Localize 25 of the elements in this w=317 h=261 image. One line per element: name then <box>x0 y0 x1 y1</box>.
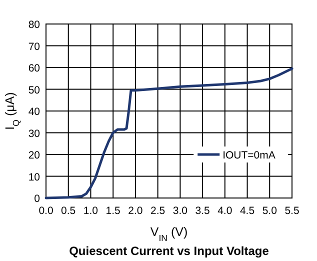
x-tick-label: 1.0 <box>83 205 98 217</box>
line-series <box>44 67 294 200</box>
x-tick-label: 0.0 <box>38 205 54 217</box>
x-tick-label: 5.5 <box>284 205 300 217</box>
x-tick-label: 2.5 <box>150 205 166 217</box>
y-tick-label: 80 <box>28 19 40 31</box>
y-tick-label: 40 <box>28 106 40 118</box>
x-tick-label: 4.5 <box>240 205 255 217</box>
x-tick-label: 4.0 <box>218 205 232 217</box>
x-axis-title: V$_{IN}$ (V) <box>150 225 188 243</box>
x-tick-label: 1.5 <box>106 205 121 217</box>
y-tick-label: 10 <box>28 171 40 184</box>
legend-label: IOUT=0mA <box>222 150 276 162</box>
x-tick-label: 2.0 <box>128 205 143 217</box>
x-tick-label: 3.0 <box>172 205 188 217</box>
y-tick-label: 70 <box>28 40 40 53</box>
y-tick-label: 20 <box>28 150 40 162</box>
x-tick-label: 5.0 <box>262 205 278 217</box>
y-tick-label: 60 <box>28 62 40 74</box>
x-tick-label: 3.5 <box>195 205 210 217</box>
y-tick-label: 50 <box>28 84 40 96</box>
text: Quiescent Current vs Input Voltage <box>69 244 270 258</box>
x-tick-label: 0.5 <box>61 205 76 217</box>
y-tick-label: 30 <box>28 128 40 140</box>
y-tick-label: 0 <box>34 193 40 205</box>
